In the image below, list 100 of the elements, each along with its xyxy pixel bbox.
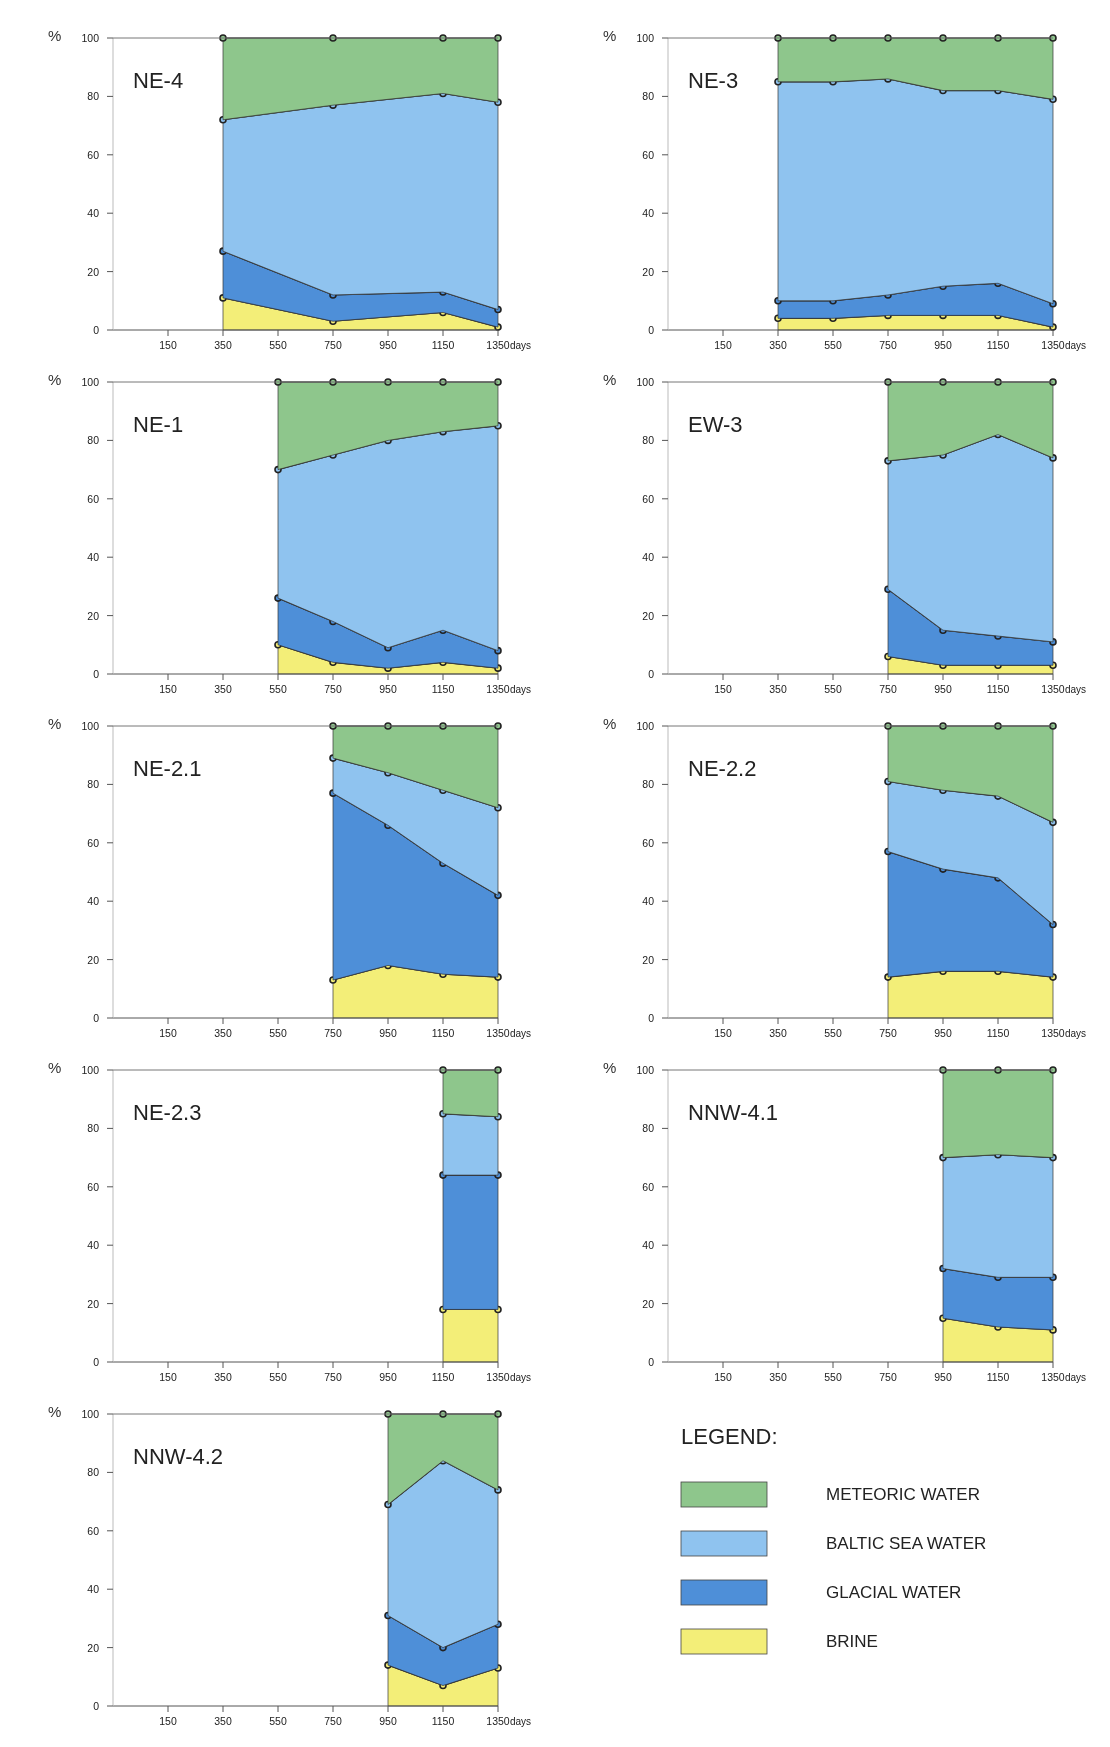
x-axis-title: days [510,1716,532,1727]
y-tick-label: 20 [642,953,655,966]
y-tick-label: 100 [81,32,100,44]
y-tick-label: 60 [87,1180,100,1193]
y-tick-label: 0 [93,1356,100,1368]
y-tick-label: 80 [87,778,100,791]
x-tick-label: 550 [269,683,287,695]
y-axis-title: % [603,1059,617,1076]
x-tick-label: 950 [934,339,952,351]
y-tick-label: 40 [642,207,655,220]
y-axis-title: % [48,715,62,732]
y-axis-title: % [603,715,617,732]
y-tick-label: 80 [642,778,655,791]
text: BRINE [826,1632,878,1651]
y-tick-label: 40 [87,551,100,564]
y-tick-label: 60 [642,148,655,161]
y-tick-label: 0 [93,1012,100,1024]
x-tick-label: 1150 [431,1715,455,1727]
x-tick-label: 150 [159,1027,177,1039]
y-tick-label: 60 [642,1180,655,1193]
x-tick-label: 950 [934,1371,952,1383]
x-tick-label: 750 [879,1027,897,1039]
y-tick-label: 60 [87,1524,100,1537]
x-tick-label: 750 [324,1027,342,1039]
x-tick-label: 1150 [431,1371,455,1383]
x-tick-label: 750 [879,683,897,695]
x-axis-title: days [510,1028,532,1039]
text: METEORIC WATER [826,1485,980,1504]
y-axis-title: % [48,1059,62,1076]
x-tick-label: 1350 [486,683,510,695]
y-tick-label: 100 [81,1408,100,1420]
y-tick-label: 0 [93,1700,100,1712]
x-tick-label: 350 [769,1027,787,1039]
text: EW-3 [688,412,743,437]
x-tick-label: 1350 [1041,683,1065,695]
y-tick-label: 0 [648,1356,655,1368]
x-tick-label: 1150 [431,683,455,695]
x-tick-label: 350 [769,339,787,351]
x-tick-label: 350 [214,1027,232,1039]
x-tick-label: 550 [824,1371,842,1383]
y-tick-label: 0 [93,668,100,680]
x-tick-label: 1150 [986,683,1010,695]
x-tick-label: 750 [324,683,342,695]
y-tick-label: 20 [87,1297,100,1310]
x-tick-label: 950 [379,683,397,695]
text: NE-2.1 [133,756,202,781]
x-axis-title: days [510,340,532,351]
y-tick-label: 100 [81,720,100,732]
x-tick-label: 1350 [486,1371,510,1383]
text: NE-4 [133,68,184,93]
y-tick-label: 40 [87,895,100,908]
y-axis-title: % [603,27,617,44]
x-tick-label: 350 [214,1715,232,1727]
x-tick-label: 750 [879,1371,897,1383]
x-tick-label: 150 [159,683,177,695]
x-tick-label: 950 [934,683,952,695]
y-tick-label: 20 [87,1641,100,1654]
y-tick-label: 0 [93,324,100,336]
x-tick-label: 550 [269,339,287,351]
y-tick-label: 20 [642,265,655,278]
text: NNW-4.2 [133,1444,224,1469]
x-tick-label: 1350 [486,1027,510,1039]
text: BALTIC SEA WATER [826,1534,987,1553]
x-axis-title: days [510,684,532,695]
y-axis-title: % [48,371,62,388]
y-tick-label: 20 [87,953,100,966]
text: NNW-4.1 [688,1100,779,1125]
x-tick-label: 750 [324,339,342,351]
y-tick-label: 80 [642,1122,655,1135]
x-tick-label: 550 [824,1027,842,1039]
text: NE-1 [133,412,184,437]
x-tick-label: 1350 [486,339,510,351]
x-tick-label: 950 [934,1027,952,1039]
y-tick-label: 60 [87,836,100,849]
y-tick-label: 20 [87,265,100,278]
y-tick-label: 80 [87,90,100,103]
x-tick-label: 350 [769,1371,787,1383]
text: NE-2.2 [688,756,757,781]
legend-title: LEGEND: [681,1424,778,1449]
x-tick-label: 750 [324,1715,342,1727]
x-tick-label: 950 [379,339,397,351]
y-tick-label: 100 [81,1064,100,1076]
x-tick-label: 1350 [486,1715,510,1727]
x-axis-title: days [510,1372,532,1383]
y-tick-label: 100 [636,1064,655,1076]
x-tick-label: 150 [159,1371,177,1383]
y-tick-label: 20 [642,609,655,622]
x-axis-title: days [1065,1372,1087,1383]
x-tick-label: 150 [714,1027,732,1039]
y-tick-label: 40 [642,551,655,564]
x-tick-label: 150 [159,339,177,351]
x-tick-label: 150 [714,1371,732,1383]
y-axis-title: % [48,1403,62,1420]
x-tick-label: 950 [379,1715,397,1727]
x-tick-label: 1150 [986,339,1010,351]
y-tick-label: 40 [642,1239,655,1252]
x-tick-label: 750 [879,339,897,351]
y-tick-label: 40 [642,895,655,908]
x-tick-label: 350 [214,1371,232,1383]
x-tick-label: 550 [269,1027,287,1039]
